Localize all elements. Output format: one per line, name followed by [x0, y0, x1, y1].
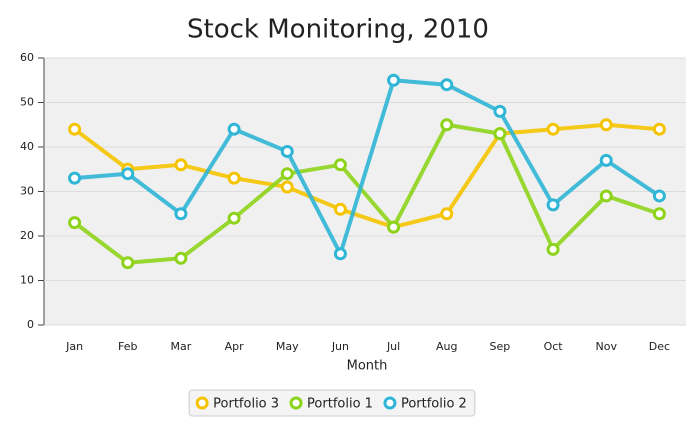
x-tick-label: Aug: [436, 340, 457, 353]
data-point: [495, 129, 505, 139]
data-point: [176, 253, 186, 263]
x-axis-label: Month: [347, 359, 388, 374]
data-point: [389, 75, 399, 85]
data-point: [70, 173, 80, 183]
data-point: [282, 182, 292, 192]
data-point: [548, 124, 558, 134]
data-point: [282, 169, 292, 179]
data-point: [176, 209, 186, 219]
legend-marker: [291, 398, 301, 408]
data-point: [123, 258, 133, 268]
data-point: [335, 160, 345, 170]
x-tick-label: Feb: [118, 340, 137, 353]
data-point: [654, 209, 664, 219]
y-tick-label: 50: [20, 96, 34, 109]
y-tick-label: 30: [20, 185, 34, 198]
x-tick-label: Mar: [171, 340, 192, 353]
x-tick-label: Apr: [225, 340, 245, 353]
x-tick-label: Jun: [331, 340, 349, 353]
data-point: [229, 124, 239, 134]
data-point: [654, 124, 664, 134]
x-tick-label: Sep: [490, 340, 511, 353]
data-point: [389, 222, 399, 232]
data-point: [495, 106, 505, 116]
data-point: [442, 209, 452, 219]
x-tick-label: Jan: [65, 340, 83, 353]
legend-marker: [385, 398, 395, 408]
data-point: [654, 191, 664, 201]
legend-marker: [197, 398, 207, 408]
data-point: [442, 120, 452, 130]
data-point: [70, 124, 80, 134]
x-tick-label: May: [276, 340, 299, 353]
y-tick-label: 0: [27, 318, 34, 331]
x-tick-label: Jul: [386, 340, 400, 353]
x-tick-label: Dec: [649, 340, 670, 353]
data-point: [335, 204, 345, 214]
data-point: [70, 218, 80, 228]
legend-label: Portfolio 3: [213, 397, 279, 412]
data-point: [601, 120, 611, 130]
legend-label: Portfolio 1: [307, 397, 373, 412]
data-point: [335, 249, 345, 259]
data-point: [123, 169, 133, 179]
y-tick-label: 40: [20, 140, 34, 153]
data-point: [548, 244, 558, 254]
legend-label: Portfolio 2: [401, 397, 467, 412]
chart: Stock Monitoring, 2010 Month 0 10 20 30 40 50…: [0, 0, 689, 417]
data-point: [229, 173, 239, 183]
x-tick-label: Oct: [544, 340, 564, 353]
x-tick-label: Nov: [596, 340, 618, 353]
data-point: [442, 80, 452, 90]
data-point: [282, 146, 292, 156]
data-point: [601, 191, 611, 201]
y-tick-label: 60: [20, 51, 34, 64]
y-tick-label: 20: [20, 229, 34, 242]
data-point: [176, 160, 186, 170]
data-point: [601, 155, 611, 165]
data-point: [548, 200, 558, 210]
data-point: [229, 213, 239, 223]
y-tick-label: 10: [20, 274, 34, 287]
chart-title: Stock Monitoring, 2010: [187, 15, 489, 45]
